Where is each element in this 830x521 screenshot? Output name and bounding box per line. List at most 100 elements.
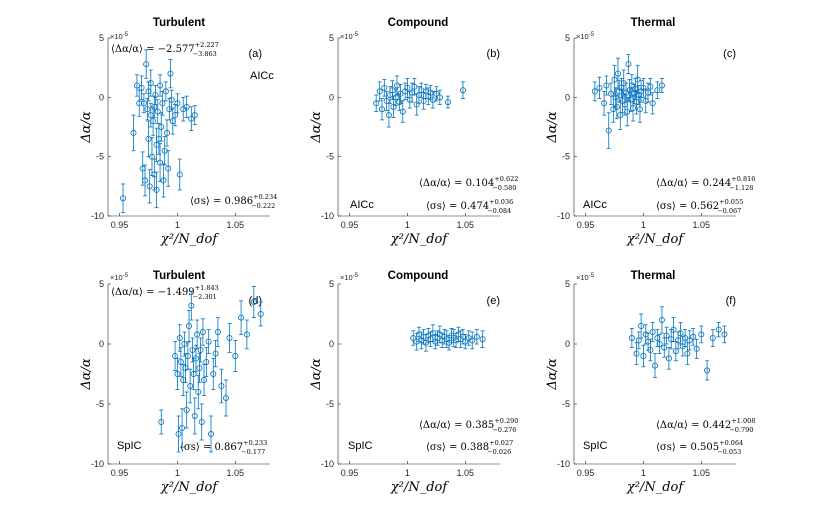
data-point	[433, 90, 440, 97]
data-point	[389, 87, 396, 94]
y-axis-title: Δα/α	[545, 111, 560, 144]
y-tick-label: 0	[565, 339, 570, 349]
data-point	[214, 328, 221, 335]
data-point	[176, 171, 183, 178]
x-tick-label: 0.95	[577, 468, 595, 478]
data-point	[159, 100, 166, 107]
data-point	[144, 106, 151, 113]
mean-label: ⟨Δα/α⟩ = 0.442+1.008 −0.790	[656, 417, 755, 434]
x-tick-label: 1	[641, 468, 646, 478]
error-bar	[187, 309, 191, 343]
y-tick-label: 5	[99, 33, 104, 43]
error-bar	[258, 301, 263, 327]
data-point	[630, 105, 637, 112]
error-bar	[444, 330, 449, 349]
error-bar	[176, 415, 181, 453]
data-point	[444, 99, 451, 106]
error-bar	[199, 403, 204, 441]
error-bar	[200, 318, 205, 346]
data-point	[145, 135, 152, 142]
data-point	[185, 322, 192, 329]
data-point	[654, 87, 661, 94]
x-tick-label: 1	[175, 220, 180, 230]
data-point	[226, 334, 233, 341]
data-point	[158, 124, 165, 131]
data-point	[376, 88, 383, 95]
error-bar	[184, 391, 189, 429]
criterion-label: AICc	[350, 199, 374, 211]
error-bar	[198, 337, 203, 363]
panel-c: Thermal ×10-5 (c) AICc ⟨Δα/α⟩ = 0.244+0.…	[576, 17, 755, 215]
error-bar	[421, 92, 426, 110]
data-point	[172, 112, 179, 119]
data-point	[677, 330, 684, 337]
error-bar	[636, 331, 641, 350]
data-point	[698, 331, 705, 338]
x-tick-label: 1.05	[457, 220, 475, 230]
exponent-label: ×10-5	[340, 273, 359, 282]
panel-letter: (d)	[249, 295, 262, 307]
error-bar	[606, 112, 611, 149]
data-point	[429, 96, 436, 103]
error-bar	[195, 319, 200, 350]
error-bar	[177, 158, 182, 191]
data-point	[404, 84, 411, 91]
error-bar	[173, 341, 178, 371]
sigma-label: ⟨σs⟩ = 0.986+0.234 −0.222	[190, 193, 277, 210]
data-point	[205, 338, 212, 345]
y-tick-label: -5	[562, 152, 570, 162]
error-bar	[463, 333, 468, 350]
error-bar	[722, 325, 727, 344]
data-point	[394, 82, 401, 89]
error-bar	[659, 306, 664, 334]
y-axis-title: Δα/α	[309, 111, 324, 144]
y-tick-label: 0	[565, 92, 570, 102]
y-tick-label: 0	[99, 339, 104, 349]
data-point	[181, 340, 188, 347]
data-point	[157, 82, 164, 89]
data-point	[188, 302, 195, 309]
criterion-label: AICc	[583, 199, 607, 211]
exponent-label: ×10-5	[576, 273, 595, 282]
error-bar	[602, 91, 607, 116]
error-bar	[460, 81, 465, 99]
data-point	[635, 337, 642, 344]
data-point	[690, 333, 697, 340]
y-tick-label: -10	[91, 211, 104, 221]
data-point	[143, 61, 150, 68]
y-tick-label: 5	[565, 279, 570, 289]
data-point	[243, 331, 250, 338]
plot-b: 0.95 1 1.05 5 0 -5 -10 χ²/N_dof Δα/α	[309, 33, 500, 247]
error-bar	[183, 353, 188, 383]
data-point	[715, 326, 722, 333]
data-point	[183, 103, 190, 110]
x-tick-label: 1	[405, 220, 410, 230]
data-point	[647, 83, 654, 90]
data-point	[633, 350, 640, 357]
x-tick-label: 1	[175, 468, 180, 478]
error-bar	[451, 329, 456, 347]
error-bar	[699, 325, 704, 344]
y-tick-label: 0	[99, 92, 104, 102]
data-point	[147, 80, 154, 87]
data-point	[473, 333, 480, 340]
y-axis-title: Δα/α	[545, 358, 560, 391]
panel-title: Thermal	[631, 17, 676, 29]
error-bar	[227, 323, 232, 353]
sigma-label: ⟨σs⟩ = 0.505+0.064 −0.053	[656, 439, 743, 456]
error-bar	[597, 76, 602, 99]
error-bar	[189, 290, 194, 321]
data-point	[189, 346, 196, 353]
data-point	[157, 159, 164, 166]
y-tick-label: 5	[565, 33, 570, 43]
error-bar	[592, 81, 597, 102]
y-tick-label: -5	[96, 399, 104, 409]
error-bar	[458, 330, 463, 349]
x-tick-label: 0.95	[111, 220, 129, 230]
data-point	[628, 334, 635, 341]
error-bar	[134, 74, 139, 97]
error-bar	[144, 49, 149, 79]
data-point	[625, 61, 632, 68]
exponent-label: ×10-5	[110, 32, 129, 41]
x-tick-label: 1.05	[693, 220, 711, 230]
